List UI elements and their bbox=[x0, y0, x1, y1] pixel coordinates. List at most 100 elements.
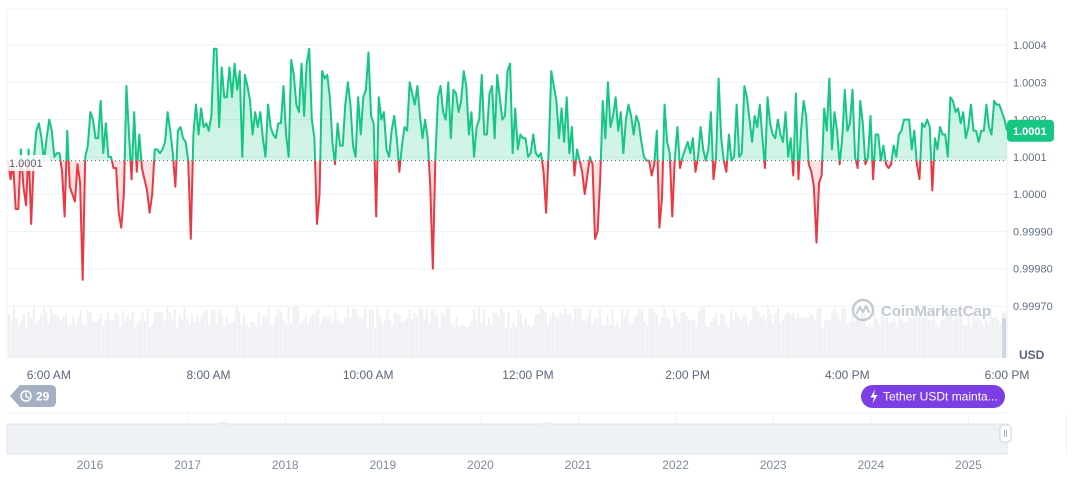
volume-bar bbox=[972, 310, 975, 358]
volume-bar bbox=[910, 319, 913, 358]
volume-bar bbox=[233, 321, 236, 358]
volume-bar bbox=[443, 313, 446, 358]
volume-bar bbox=[416, 316, 419, 358]
volume-bar bbox=[628, 322, 631, 358]
volume-bar bbox=[109, 318, 112, 358]
volume-bar bbox=[200, 315, 203, 358]
volume-bar bbox=[517, 310, 520, 358]
volume-bar bbox=[482, 310, 485, 358]
volume-bar bbox=[391, 325, 394, 358]
volume-bar bbox=[406, 318, 409, 358]
volume-bar bbox=[626, 309, 629, 358]
volume-bar bbox=[712, 317, 715, 358]
volume-bar bbox=[618, 327, 621, 358]
volume-bar bbox=[220, 314, 223, 358]
history-badge[interactable]: 29 bbox=[10, 385, 56, 407]
volume-bar bbox=[833, 307, 836, 358]
volume-bar bbox=[633, 316, 636, 358]
volume-bar bbox=[366, 327, 369, 358]
volume-bar bbox=[722, 314, 725, 358]
volume-bar bbox=[737, 315, 740, 358]
volume-bar bbox=[401, 321, 404, 358]
volume-bar bbox=[10, 320, 13, 358]
volume-bar bbox=[905, 322, 908, 358]
volume-bar bbox=[213, 310, 216, 358]
volume-bar bbox=[950, 314, 953, 358]
volume-bar bbox=[900, 319, 903, 358]
volume-bar bbox=[660, 317, 663, 358]
volume-bar bbox=[341, 324, 344, 358]
price-line bbox=[7, 47, 1008, 281]
volume-bar bbox=[84, 323, 87, 358]
volume-bar bbox=[670, 327, 673, 358]
volume-bar bbox=[403, 320, 406, 358]
volume-bar bbox=[512, 322, 515, 358]
volume-bar bbox=[388, 319, 391, 358]
volume-bar bbox=[883, 317, 886, 358]
volume-bar bbox=[62, 316, 65, 358]
volume-bar bbox=[37, 320, 40, 358]
volume-bar bbox=[371, 309, 374, 358]
volume-bar bbox=[505, 327, 508, 358]
volume-bar bbox=[57, 316, 60, 358]
navigator-tick-label: 2017 bbox=[174, 458, 201, 472]
navigator-handle[interactable] bbox=[999, 424, 1012, 443]
y-tick-label: 1.0003 bbox=[1013, 77, 1047, 89]
volume-bar bbox=[935, 324, 938, 358]
volume-bar bbox=[106, 311, 109, 358]
volume-bar bbox=[173, 309, 176, 358]
volume-bar bbox=[440, 312, 443, 358]
volume-bar bbox=[576, 308, 579, 358]
volume-bar bbox=[895, 327, 898, 358]
volume-bar bbox=[354, 309, 357, 358]
volume-bar bbox=[631, 324, 634, 358]
volume-bar bbox=[645, 325, 649, 358]
volume-bar bbox=[663, 307, 666, 358]
volume-bar bbox=[739, 318, 743, 358]
volume-bar bbox=[40, 314, 43, 358]
volume-bar bbox=[158, 312, 161, 358]
volume-bar bbox=[786, 312, 789, 358]
volume-bar bbox=[418, 306, 421, 358]
x-tick-label: 10:00 AM bbox=[343, 368, 394, 382]
volume-bar bbox=[378, 317, 381, 358]
volume-bar bbox=[433, 311, 436, 358]
volume-bar bbox=[322, 317, 325, 358]
volume-bar bbox=[757, 311, 760, 358]
volume-bar bbox=[151, 323, 154, 358]
x-axis: 6:00 AM 8:00 AM 10:00 AM 12:00 PM 2:00 PM 4:0… bbox=[27, 368, 1030, 382]
y-tick-label: 0.99990 bbox=[1013, 226, 1053, 238]
volume-bar bbox=[527, 324, 530, 358]
volume-bar bbox=[843, 308, 846, 358]
volume-bar bbox=[430, 310, 433, 358]
volume-bar bbox=[984, 319, 987, 358]
volume-bar bbox=[561, 314, 564, 358]
volume-bar bbox=[791, 312, 794, 358]
volume-bar bbox=[126, 314, 129, 358]
volume-bar bbox=[616, 322, 619, 358]
volume-bar bbox=[777, 307, 780, 358]
range-navigator[interactable]: 2016 2017 2018 2019 2020 2021 2022 2023 2024 2025 bbox=[6, 412, 1067, 472]
volume-bar bbox=[356, 314, 359, 358]
volume-bar bbox=[111, 320, 114, 358]
volume-bar bbox=[67, 324, 70, 358]
volume-bar bbox=[144, 320, 147, 358]
volume-bar bbox=[425, 308, 428, 358]
chart-grid bbox=[6, 8, 1008, 358]
history-clock-icon bbox=[20, 390, 32, 402]
volume-bar bbox=[643, 321, 646, 358]
volume-bar bbox=[641, 311, 644, 358]
volume-bar bbox=[848, 321, 851, 358]
volume-bar bbox=[205, 310, 208, 358]
volume-bar bbox=[539, 307, 542, 358]
volume-bar bbox=[92, 320, 95, 358]
volume-bar bbox=[621, 309, 624, 358]
volume-bar bbox=[549, 316, 552, 358]
volume-bar bbox=[888, 323, 891, 358]
event-marker[interactable]: Tether USDt mainta... bbox=[861, 385, 1005, 408]
volume-bar bbox=[396, 312, 399, 358]
volume-bar bbox=[742, 316, 745, 358]
volume-bar bbox=[730, 310, 733, 358]
